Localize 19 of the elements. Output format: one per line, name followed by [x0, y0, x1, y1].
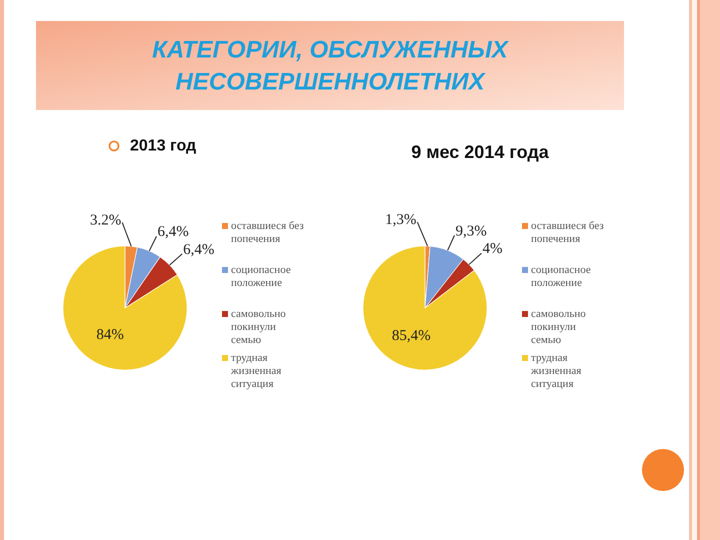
chart-title: 2013 год — [130, 138, 196, 154]
data-label: 3.2% — [90, 212, 122, 228]
data-label: 1,3% — [385, 212, 416, 228]
legend-label: оставшиеся без попечения — [531, 220, 604, 245]
legend-label: социопасное положение — [531, 264, 591, 289]
data-label: 9,3% — [455, 223, 487, 240]
legend-label: социопасное положение — [231, 264, 291, 289]
data-label: 84% — [96, 327, 124, 344]
text: КАТЕГОРИИ, ОБСЛУЖЕННЫХ НЕСОВЕРШЕННОЛЕТНИХ — [152, 36, 510, 96]
data-label: 85,4% — [392, 328, 431, 344]
data-label: 4% — [482, 241, 502, 258]
data-label: 6,4% — [158, 224, 189, 240]
legend-label: трудная жизненная ситуация — [230, 352, 282, 390]
legend-label: самовольно покинули семью — [231, 308, 286, 346]
legend-label: оставшиеся без попечения — [231, 220, 304, 245]
legend-label: трудная жизненная ситуация — [530, 352, 582, 390]
legend-label: самовольно покинули семью — [531, 308, 586, 346]
data-label: 6,4% — [183, 242, 214, 258]
chart-title: 9 мес 2014 года — [411, 142, 550, 162]
